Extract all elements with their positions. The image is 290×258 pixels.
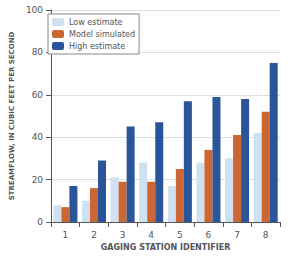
svg-text:40: 40 [32, 132, 44, 142]
svg-text:2: 2 [91, 230, 97, 240]
svg-text:Model simulated: Model simulated [69, 30, 135, 39]
svg-text:STREAMFLOW, IN CUBIC FEET PER: STREAMFLOW, IN CUBIC FEET PER SECOND [8, 31, 16, 200]
svg-text:Low estimate: Low estimate [69, 18, 123, 27]
svg-text:High estimate: High estimate [69, 42, 125, 51]
svg-text:7: 7 [234, 230, 240, 240]
svg-text:100: 100 [26, 5, 43, 15]
svg-text:0: 0 [37, 217, 43, 227]
svg-text:1: 1 [63, 230, 69, 240]
svg-text:3: 3 [120, 230, 126, 240]
svg-text:6: 6 [206, 230, 212, 240]
svg-text:8: 8 [263, 230, 269, 240]
svg-text:20: 20 [32, 175, 44, 185]
svg-text:5: 5 [177, 230, 183, 240]
svg-text:60: 60 [32, 90, 44, 100]
svg-text:80: 80 [32, 47, 44, 57]
svg-text:GAGING STATION IDENTIFIER: GAGING STATION IDENTIFIER [101, 243, 231, 252]
svg-text:4: 4 [148, 230, 154, 240]
